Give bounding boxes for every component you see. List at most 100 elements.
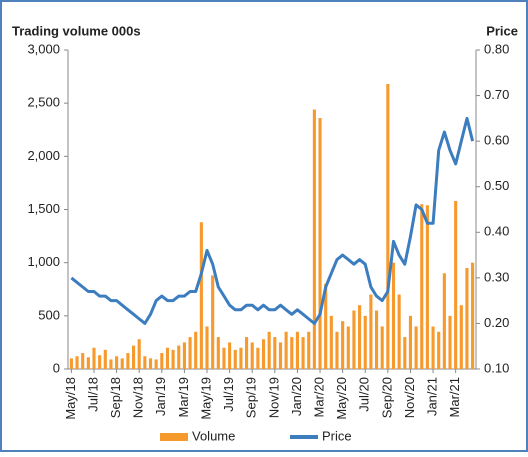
volume-bar bbox=[256, 347, 260, 369]
x-tick-label: Jan/19 bbox=[153, 377, 168, 416]
volume-bar bbox=[177, 345, 181, 369]
volume-bar bbox=[250, 342, 254, 369]
x-tick-label: Sep/20 bbox=[379, 377, 394, 418]
volume-bar bbox=[341, 321, 345, 369]
volume-bar bbox=[284, 331, 288, 369]
volume-bar bbox=[448, 315, 452, 369]
x-tick-label: Jul/20 bbox=[357, 377, 372, 412]
volume-bar bbox=[431, 326, 435, 369]
volume-bar bbox=[312, 109, 316, 370]
x-tick-label: Sep/19 bbox=[244, 377, 259, 418]
volume-bar bbox=[391, 262, 396, 369]
volume-bar bbox=[408, 315, 413, 369]
y-tick-label: 0 bbox=[53, 360, 60, 375]
volume-bar bbox=[154, 359, 158, 369]
volume-bar bbox=[261, 339, 266, 369]
volume-bar bbox=[188, 337, 192, 369]
volume-bar bbox=[465, 267, 469, 369]
volume-bar bbox=[205, 326, 209, 369]
x-tick-label: May/18 bbox=[63, 377, 78, 420]
volume-bar bbox=[211, 275, 215, 369]
volume-bar bbox=[69, 358, 73, 369]
volume-bar bbox=[374, 310, 379, 369]
y2-tick-label: 0.60 bbox=[484, 133, 509, 148]
volume-bar bbox=[81, 353, 85, 369]
volume-bar bbox=[290, 337, 294, 369]
volume-bar bbox=[148, 358, 153, 369]
x-tick-label: Jul/18 bbox=[85, 377, 100, 412]
y-tick-label: 2,000 bbox=[27, 148, 60, 163]
volume-bar bbox=[403, 337, 407, 369]
volume-bar bbox=[352, 310, 356, 369]
legend-label: Volume bbox=[192, 428, 235, 443]
y-tick-label: 1,500 bbox=[27, 201, 60, 216]
volume-bar bbox=[103, 349, 107, 369]
y2-tick-label: 0.50 bbox=[484, 178, 509, 193]
x-tick-label: Nov/20 bbox=[402, 377, 417, 418]
volume-bar bbox=[233, 349, 237, 369]
y2-tick-label: 0.10 bbox=[484, 360, 509, 375]
y-tick-label: 3,000 bbox=[27, 41, 60, 56]
volume-bar bbox=[92, 347, 96, 369]
volume-bar bbox=[329, 315, 333, 369]
price-line bbox=[70, 116, 475, 325]
x-tick-label: Jul/19 bbox=[221, 377, 236, 412]
volume-bar bbox=[273, 337, 277, 369]
volume-bar bbox=[358, 305, 362, 369]
volume-bar bbox=[318, 118, 322, 369]
volume-bar bbox=[346, 326, 350, 369]
volume-bar bbox=[245, 337, 249, 369]
volume-bar bbox=[165, 347, 170, 369]
y-tick-label: 500 bbox=[38, 307, 60, 322]
volume-bar bbox=[363, 315, 367, 369]
volume-bar bbox=[126, 353, 130, 369]
volume-bar bbox=[437, 331, 441, 369]
volume-bar bbox=[414, 326, 418, 369]
volume-bar bbox=[459, 305, 463, 369]
volume-bar bbox=[109, 359, 113, 369]
volume-bar bbox=[386, 84, 390, 369]
volume-bar bbox=[86, 357, 90, 369]
y2-tick-label: 0.20 bbox=[484, 315, 509, 330]
y-tick-label: 1,000 bbox=[27, 254, 60, 269]
volume-bar bbox=[171, 349, 175, 369]
volume-bar bbox=[307, 331, 311, 369]
legend-label: Price bbox=[322, 428, 352, 443]
volume-bar bbox=[216, 337, 220, 369]
volume-bar bbox=[295, 331, 299, 369]
volume-bar bbox=[98, 355, 102, 369]
y2-tick-label: 0.70 bbox=[484, 87, 509, 102]
volume-bar bbox=[369, 294, 373, 369]
x-tick-label: Mar/21 bbox=[447, 377, 462, 417]
x-tick-label: May/20 bbox=[334, 377, 349, 420]
volume-bar bbox=[160, 353, 164, 369]
volume-bar bbox=[75, 356, 79, 369]
x-tick-label: Sep/18 bbox=[108, 377, 123, 418]
volume-bar bbox=[115, 356, 119, 369]
volume-bar bbox=[420, 204, 424, 369]
volume-bar bbox=[425, 205, 429, 369]
volume-bar bbox=[228, 342, 232, 369]
volume-bar bbox=[397, 294, 401, 369]
x-tick-label: Jan/21 bbox=[424, 377, 439, 416]
x-tick-label: Mar/20 bbox=[311, 377, 326, 417]
x-tick-label: Nov/18 bbox=[131, 377, 146, 418]
x-tick-label: May/19 bbox=[198, 377, 213, 420]
volume-bar bbox=[131, 345, 136, 369]
y2-tick-label: 0.80 bbox=[484, 41, 509, 56]
volume-bar bbox=[182, 342, 186, 369]
volume-bar bbox=[239, 347, 243, 369]
volume-bar bbox=[143, 356, 147, 369]
volume-bar bbox=[199, 222, 203, 369]
x-tick-label: Mar/19 bbox=[176, 377, 191, 417]
volume-bar bbox=[137, 339, 141, 369]
volume-bar bbox=[120, 358, 124, 369]
y-tick-label: 2,500 bbox=[27, 95, 60, 110]
volume-bar bbox=[324, 283, 328, 369]
y-axis-title: Trading volume 000s bbox=[12, 23, 141, 38]
x-tick-label: Jan/20 bbox=[289, 377, 304, 416]
volume-bar bbox=[194, 331, 198, 369]
volume-bar bbox=[471, 262, 475, 369]
